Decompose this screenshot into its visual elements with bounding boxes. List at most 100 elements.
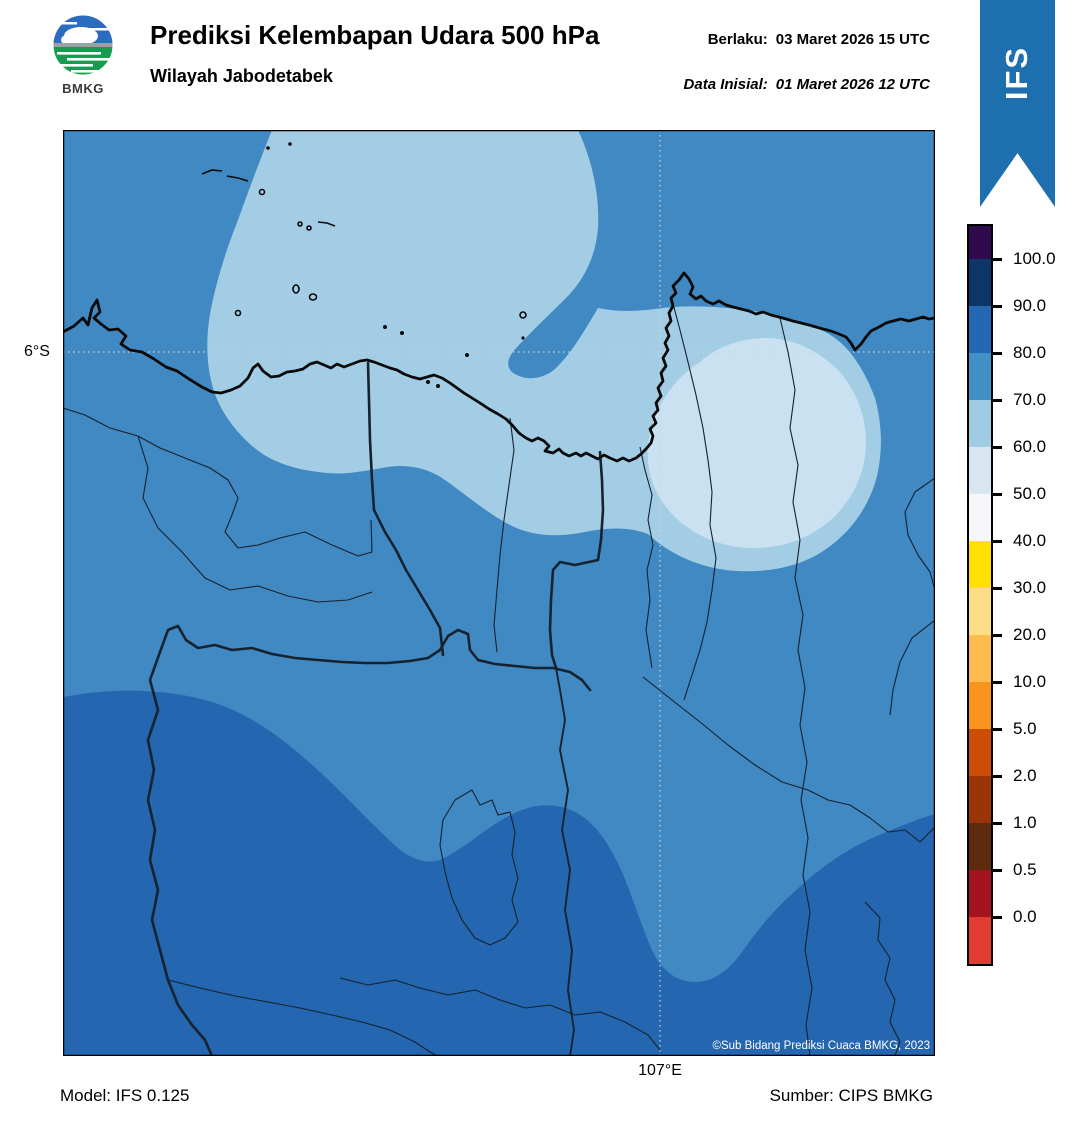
colorbar-tick <box>993 492 1002 496</box>
island <box>292 284 300 294</box>
province-border-east-jakarta <box>548 450 605 670</box>
bmkg-logo-text: BMKG <box>62 81 104 96</box>
colorbar-tick-label: 1.0 <box>1013 813 1037 832</box>
island <box>383 325 387 329</box>
colorbar-tick-label: 70.0 <box>1013 390 1047 409</box>
colorbar-tick <box>993 351 1002 355</box>
island <box>306 225 312 231</box>
colorbar-segment <box>969 306 991 353</box>
colorbar-segment <box>969 635 991 682</box>
admin-boundary <box>889 619 935 716</box>
source-info: Sumber: CIPS BMKG <box>769 1086 933 1105</box>
colorbar-tick-label: 60.0 <box>1013 437 1047 456</box>
colorbar-tick-label: 90.0 <box>1013 296 1047 315</box>
island <box>436 384 440 388</box>
colorbar-segment <box>969 729 991 776</box>
colorbar-tick <box>993 586 1002 590</box>
island <box>266 146 270 150</box>
latitude-label: 6°S <box>24 343 50 360</box>
longitude-label: 107°E <box>638 1062 682 1079</box>
colorbar-segment <box>969 870 991 917</box>
model-ribbon-text: IFS <box>999 45 1035 101</box>
colorbar-tick <box>993 257 1002 261</box>
initial-time: Data Inisial: 01 Maret 2026 12 UTC <box>684 76 930 93</box>
humidity-fill-50-60 <box>647 338 866 549</box>
coastline <box>63 271 935 463</box>
admin-boundary <box>642 676 935 843</box>
colorbar-tick-label: 100.0 <box>1013 249 1056 268</box>
admin-boundary <box>493 417 515 653</box>
colorbar-tick-label: 30.0 <box>1013 578 1047 597</box>
colorbar-tick <box>993 398 1002 402</box>
colorbar-tick <box>993 774 1002 778</box>
island <box>258 188 266 196</box>
admin-boundary <box>137 435 373 603</box>
admin-boundary <box>339 977 661 1051</box>
colorbar-segment <box>969 823 991 870</box>
colorbar-tick-label: 80.0 <box>1013 343 1047 362</box>
colorbar-tick-label: 50.0 <box>1013 484 1047 503</box>
valid-time: Berlaku: 03 Maret 2026 15 UTC <box>708 31 930 48</box>
district-border-central <box>555 667 575 1056</box>
admin-boundary <box>167 979 439 1056</box>
admin-boundary <box>639 446 654 669</box>
valid-time-value: 03 Maret 2026 15 UTC <box>775 31 930 48</box>
colorbar-tick <box>993 915 1002 919</box>
page-subtitle: Wilayah Jabodetabek <box>150 66 333 86</box>
colorbar-segment <box>969 353 991 400</box>
island <box>317 221 336 227</box>
colorbar-segment <box>969 447 991 494</box>
colorbar-segment <box>969 226 991 259</box>
valid-time-label: Berlaku: <box>707 31 768 48</box>
island <box>288 142 292 146</box>
colorbar-tick <box>993 821 1002 825</box>
copyright-text: ©Sub Bidang Prediksi Cuaca BMKG, 2023 <box>712 1040 930 1052</box>
colorbar-tick <box>993 868 1002 872</box>
island <box>465 353 469 357</box>
island <box>201 169 223 175</box>
map-canvas: ©Sub Bidang Prediksi Cuaca BMKG, 2023 <box>63 130 935 1056</box>
island <box>519 311 527 319</box>
admin-boundary <box>864 901 901 1056</box>
admin-boundary <box>779 317 813 1056</box>
island <box>226 175 249 182</box>
colorbar-tick-label: 40.0 <box>1013 531 1047 550</box>
province-border-south <box>158 624 592 692</box>
initial-time-value: 01 Maret 2026 12 UTC <box>775 76 930 93</box>
colorbar-tick <box>993 304 1002 308</box>
island <box>308 293 318 301</box>
colorbar-tick <box>993 680 1002 684</box>
colorbar-tick-label: 10.0 <box>1013 672 1047 691</box>
colorbar <box>967 224 993 966</box>
colorbar-segment <box>969 588 991 635</box>
colorbar-segment <box>969 682 991 729</box>
colorbar-tick-label: 0.0 <box>1013 907 1037 926</box>
bmkg-logo: BMKG <box>50 14 116 96</box>
colorbar-segment <box>969 400 991 447</box>
admin-boundary <box>439 789 519 946</box>
colorbar-tick-label: 20.0 <box>1013 625 1047 644</box>
colorbar-tick <box>993 727 1002 731</box>
colorbar-tick-label: 2.0 <box>1013 766 1037 785</box>
colorbar-segment <box>969 776 991 823</box>
island <box>234 309 242 317</box>
admin-boundary <box>671 299 717 701</box>
admin-boundary <box>904 477 935 591</box>
colorbar-segment <box>969 541 991 588</box>
province-border-banten <box>146 650 214 1056</box>
island <box>400 331 404 335</box>
colorbar-tick-label: 0.5 <box>1013 860 1037 879</box>
colorbar-tick <box>993 633 1002 637</box>
colorbar-segment <box>969 494 991 541</box>
island <box>521 336 525 340</box>
island <box>297 221 303 227</box>
colorbar-tick-label: 5.0 <box>1013 719 1037 738</box>
humidity-fill-80-90 <box>63 690 935 1056</box>
colorbar-segment <box>969 917 991 964</box>
bmkg-logo-icon <box>52 14 114 76</box>
model-info: Model: IFS 0.125 <box>60 1086 190 1105</box>
model-ribbon: IFS <box>980 0 1055 207</box>
province-border-west-jakarta <box>366 361 445 657</box>
initial-time-label: Data Inisial: <box>683 76 768 93</box>
